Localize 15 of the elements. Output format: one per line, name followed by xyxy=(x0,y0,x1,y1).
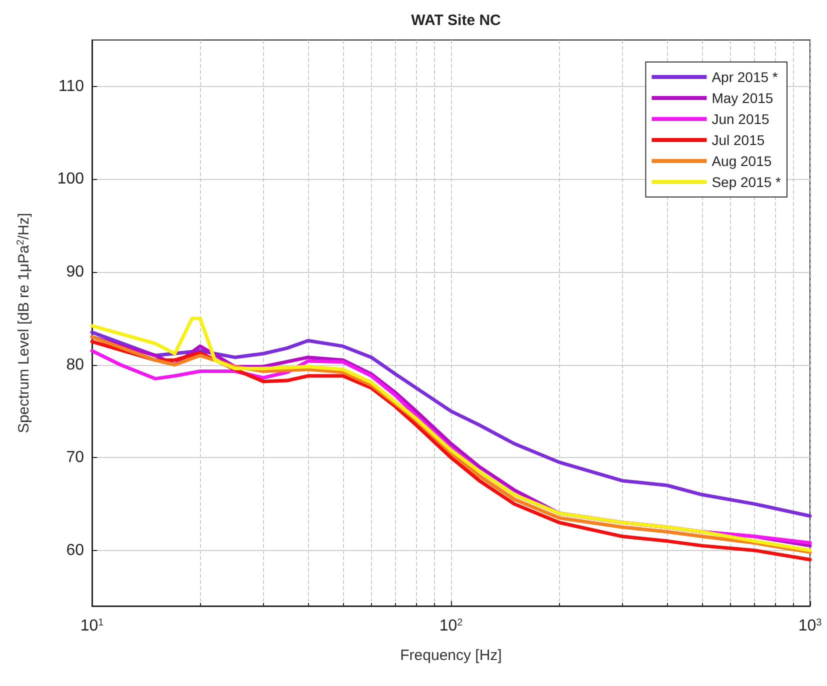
legend-label: Sep 2015 * xyxy=(712,174,782,190)
y-tick-label: 60 xyxy=(66,542,84,559)
legend-label: Jun 2015 xyxy=(712,111,770,127)
legend-label: May 2015 xyxy=(712,90,774,106)
y-tick-label: 90 xyxy=(66,263,84,280)
y-tick-label: 110 xyxy=(58,78,84,95)
chart-title: WAT Site NC xyxy=(411,12,502,29)
y-axis-title: Spectrum Level [dB re 1μPa2/Hz] xyxy=(16,212,32,434)
legend-label: Apr 2015 * xyxy=(712,69,778,85)
legend-label: Aug 2015 xyxy=(712,153,772,169)
x-axis-title: Frequency [Hz] xyxy=(400,647,502,664)
y-tick-label: 70 xyxy=(66,449,84,466)
y-tick-label: 80 xyxy=(66,356,84,374)
legend-label: Jul 2015 xyxy=(712,132,765,148)
y-tick-label: 100 xyxy=(57,170,84,188)
